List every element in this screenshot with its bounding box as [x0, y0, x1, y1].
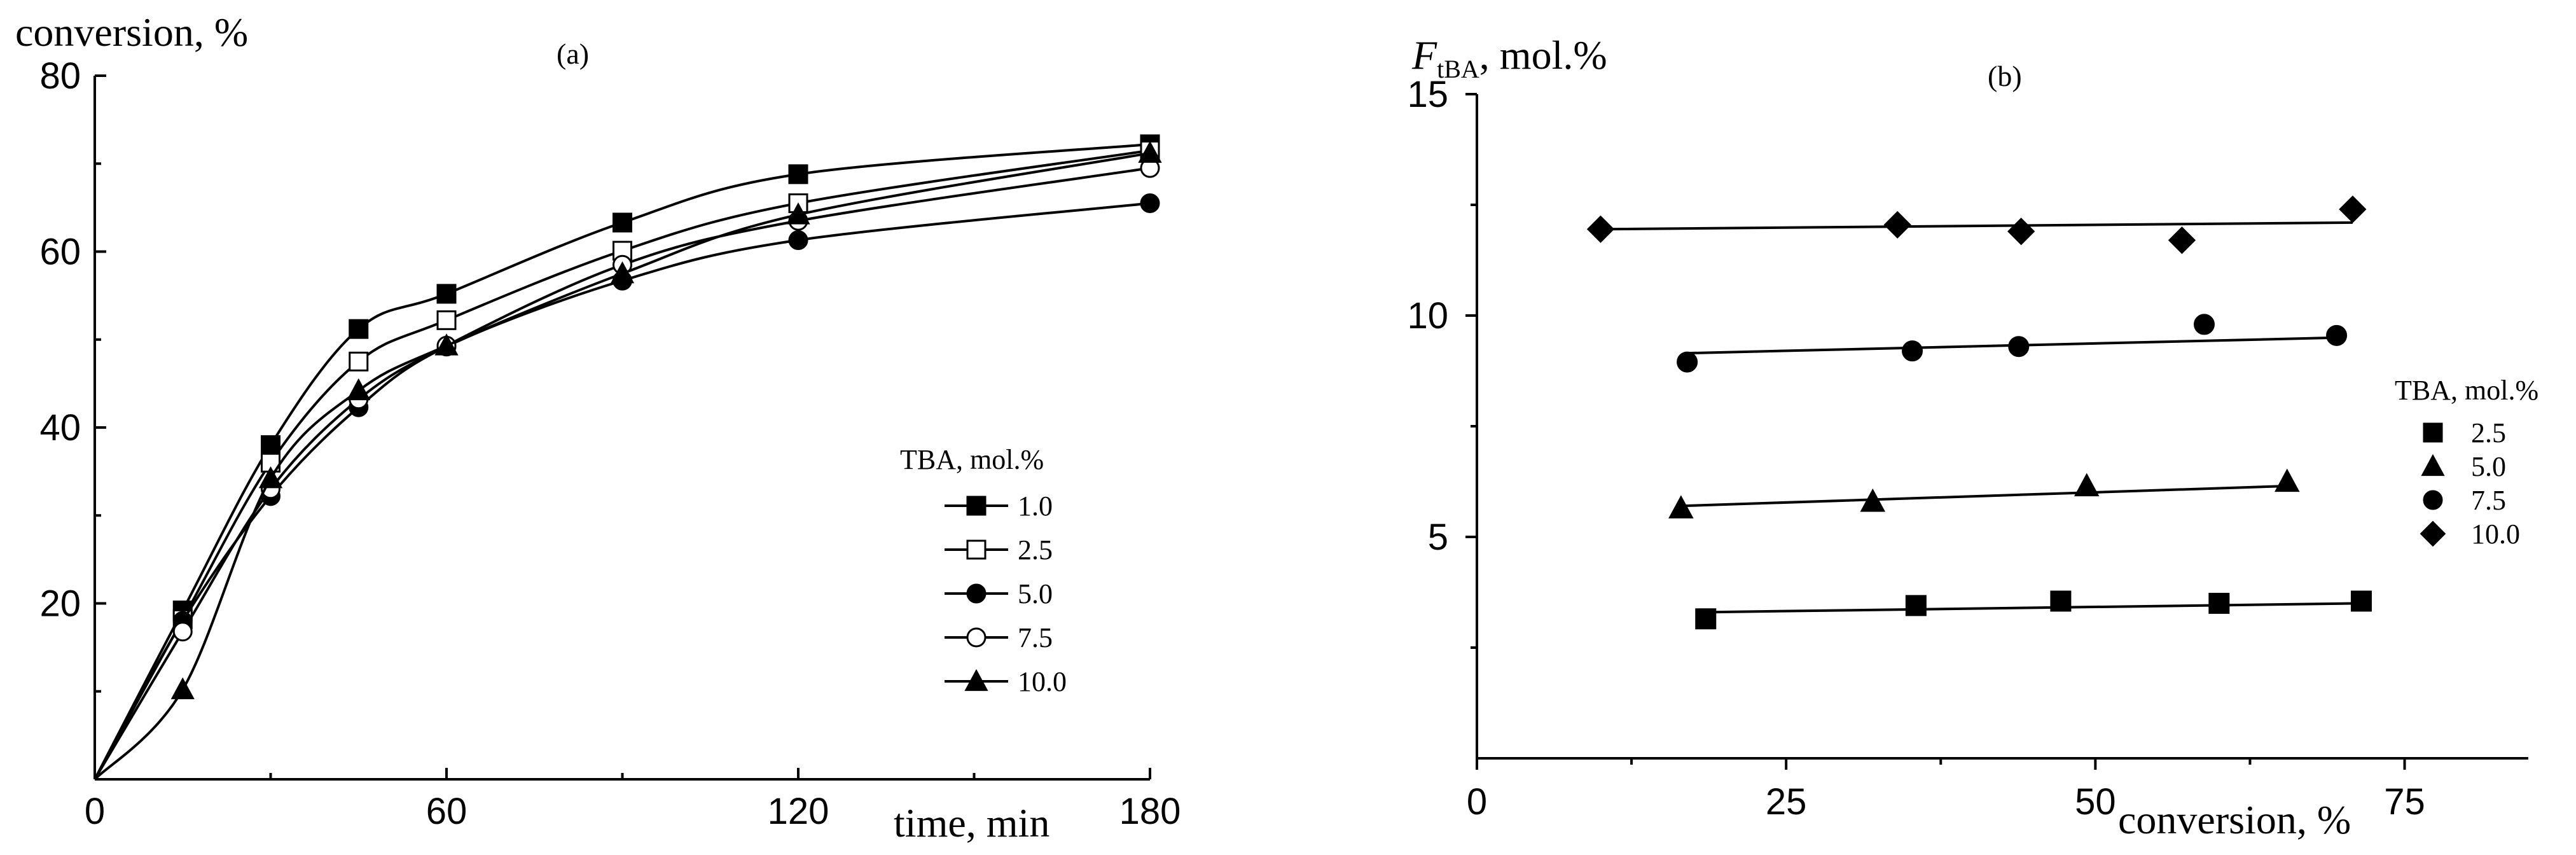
chart-b-xtick-label: 25	[1766, 781, 1807, 823]
chart-a-legend: TBA, mol.% 1.0 2.5 5.0 7.5 10.0	[900, 444, 1067, 697]
chart-b-point-7.5	[1902, 340, 1923, 362]
chart-b-point-5.0	[1668, 495, 1694, 518]
chart-a-point-5.0	[1140, 193, 1160, 213]
chart-b-legend-label-2.5: 2.5	[2471, 417, 2506, 448]
chart-b-xtick-label: 50	[2075, 781, 2116, 823]
chart-a-xtick-label: 180	[1119, 791, 1181, 832]
chart-b-point-7.5	[2008, 336, 2030, 358]
chart-a-legend-label-7.5: 7.5	[1018, 622, 1053, 653]
chart-b-point-2.5	[1905, 595, 1927, 616]
chart-a-point-2.5	[436, 310, 457, 330]
chart-a-panel-label: (a)	[557, 38, 589, 70]
chart-a-series	[93, 134, 1162, 781]
chart-a-point-7.5	[172, 622, 193, 642]
chart-a: conversion, % (a) time, min 0 60 120 180 20 4…	[15, 10, 1181, 845]
chart-a-point-1.0	[261, 435, 280, 455]
chart-a-series-line-2.5	[93, 149, 1151, 780]
chart-a-ytick-label: 60	[39, 232, 81, 273]
chart-b-point-7.5	[2326, 324, 2348, 346]
chart-a-legend-marker-10.0	[964, 669, 988, 692]
chart-b-ytick-label: 15	[1407, 74, 1448, 115]
chart-b-point-5.0	[2074, 473, 2100, 497]
chart-b-point-2.5	[2208, 592, 2230, 614]
chart-a-point-1.0	[613, 212, 632, 233]
chart-b-point-2.5	[2350, 590, 2372, 612]
chart-b-point-10.0	[2168, 226, 2196, 254]
chart-b-point-10.0	[1883, 211, 1911, 239]
chart-b-ylabel: FtBA, mol.%	[1411, 32, 1607, 83]
chart-a-xtick-label: 60	[426, 791, 467, 832]
chart-a-ytick-label: 80	[39, 55, 81, 97]
chart-a-point-10.0	[170, 677, 195, 700]
chart-b: FtBA, mol.% (b) conversion, % 0 25 50 75 5 10…	[1407, 32, 2538, 842]
chart-b-legend-marker-2.5	[2423, 422, 2443, 443]
chart-b-point-7.5	[2193, 314, 2215, 335]
chart-b-legend-marker-10.0	[2420, 520, 2446, 547]
chart-b-legend-label-10.0: 10.0	[2471, 518, 2520, 550]
chart-a-point-5.0	[788, 230, 808, 251]
chart-b-ylabel-main: F	[1411, 32, 1437, 78]
chart-b-point-10.0	[1586, 215, 1615, 243]
chart-a-point-1.0	[349, 319, 369, 339]
chart-a-point-1.0	[436, 284, 457, 304]
chart-a-point-10.0	[258, 466, 283, 489]
chart-a-point-10.0	[347, 378, 371, 401]
chart-a-xtick-label: 120	[768, 791, 829, 832]
chart-b-legend-marker-5.0	[2421, 454, 2445, 476]
chart-b-panel-label: (b)	[1988, 60, 2022, 92]
chart-b-fit-line-10.0	[1600, 221, 2353, 231]
chart-b-point-5.0	[2275, 468, 2300, 492]
chart-b-legend-label-5.0: 5.0	[2471, 451, 2506, 482]
chart-a-point-1.0	[788, 164, 808, 184]
chart-b-ytick-label: 10	[1407, 295, 1448, 337]
chart-a-legend-marker-5.0	[966, 583, 987, 604]
chart-a-legend-title: TBA, mol.%	[900, 444, 1044, 475]
chart-a-legend-label-10.0: 10.0	[1018, 666, 1067, 697]
chart-b-xtick-label: 0	[1467, 781, 1487, 823]
chart-b-point-2.5	[2050, 590, 2072, 612]
chart-b-fit-line-5.0	[1680, 484, 2287, 508]
chart-b-point-7.5	[1677, 351, 1698, 373]
chart-a-series-line-10.0	[93, 151, 1151, 781]
chart-a-ticks: 0 60 120 180 20 40 60 80	[39, 55, 1181, 832]
chart-a-ytick-label: 20	[39, 583, 81, 625]
chart-b-point-10.0	[2339, 195, 2367, 223]
chart-b-fit-line-2.5	[1705, 602, 2362, 614]
chart-b-point-10.0	[2007, 218, 2035, 246]
chart-b-point-2.5	[1695, 608, 1717, 630]
chart-a-ytick-label: 40	[39, 407, 81, 448]
chart-a-point-10.0	[786, 202, 810, 225]
chart-b-legend-label-7.5: 7.5	[2471, 485, 2506, 516]
chart-a-xlabel: time, min	[894, 800, 1049, 845]
chart-b-point-5.0	[1860, 488, 1886, 512]
chart-b-ticks: 0 25 50 75 5 10 15	[1407, 74, 2425, 823]
chart-a-legend-label-1.0: 1.0	[1018, 490, 1053, 522]
chart-a-series-line-1.0	[93, 142, 1151, 780]
chart-b-ytick-label: 5	[1428, 517, 1448, 558]
chart-b-ylabel-rest: , mol.%	[1479, 32, 1607, 78]
chart-b-xlabel: conversion, %	[2118, 797, 2351, 842]
chart-a-legend-marker-2.5	[966, 539, 987, 560]
chart-a-legend-marker-7.5	[966, 627, 987, 648]
chart-a-ylabel: conversion, %	[15, 10, 248, 55]
chart-b-series	[1586, 195, 2372, 630]
chart-a-point-2.5	[349, 351, 369, 372]
chart-a-point-10.0	[1138, 141, 1162, 163]
chart-a-point-10.0	[610, 261, 635, 284]
chart-a-legend-marker-1.0	[966, 496, 987, 516]
chart-b-xtick-label: 75	[2384, 781, 2425, 823]
chart-a-legend-label-5.0: 5.0	[1018, 578, 1053, 609]
chart-b-ylabel-sub: tBA	[1437, 55, 1479, 83]
chart-a-legend-label-2.5: 2.5	[1018, 534, 1053, 566]
chart-a-point-10.0	[434, 333, 459, 356]
chart-b-legend-marker-7.5	[2423, 490, 2443, 510]
chart-a-xtick-label: 0	[85, 791, 105, 832]
chart-b-legend: TBA, mol.% 2.55.07.510.0	[2395, 375, 2538, 550]
chart-b-legend-title: TBA, mol.%	[2395, 375, 2538, 406]
